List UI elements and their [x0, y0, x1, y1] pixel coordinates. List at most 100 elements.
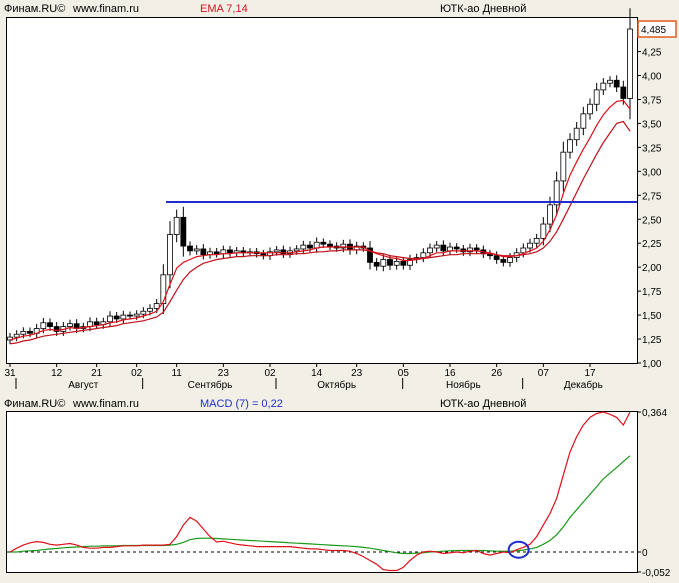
macd-y-tick-label: 0,364: [642, 408, 667, 419]
candle-body: [560, 151, 567, 182]
candle-body: [13, 333, 20, 338]
price-y-tick-label: 3,50: [642, 119, 662, 130]
x-day-label: 05: [398, 368, 410, 379]
candle-body: [227, 249, 233, 254]
candle-body: [507, 257, 513, 263]
candle-body: [493, 255, 500, 260]
candle-body: [273, 249, 280, 253]
candle-body: [567, 139, 573, 153]
candle-body: [20, 330, 27, 335]
candle-body: [107, 315, 113, 323]
macd-y-tick-label: 0: [642, 548, 648, 559]
x-day-label: 14: [311, 368, 323, 379]
candle-body: [27, 330, 33, 334]
last-price-badge: [637, 20, 677, 38]
price-source-label: Финам.RU©: [4, 3, 66, 15]
macd-y-tick-label: -0,052: [642, 568, 671, 579]
price-chart-panel: [6, 17, 638, 364]
candle-body: [500, 259, 507, 263]
candle-body: [473, 247, 480, 251]
x-day-label: 17: [584, 368, 596, 379]
candle-body: [160, 274, 167, 304]
price-site-label: www.finam.ru: [73, 3, 140, 15]
x-month-label: Октябрь: [317, 379, 356, 391]
last-price-label: 4,485: [641, 25, 666, 36]
candle-body: [93, 321, 100, 326]
candle-body: [153, 303, 160, 309]
x-day-label: 26: [491, 368, 503, 379]
x-day-label: 23: [218, 368, 230, 379]
candle-body: [200, 248, 207, 256]
candle-body: [187, 245, 193, 252]
price-y-tick-label: 1,75: [642, 287, 662, 298]
candle-body: [427, 247, 433, 254]
x-month-label: Ноябрь: [446, 379, 481, 391]
candle-body: [620, 86, 627, 99]
x-month-label: Сентябрь: [188, 379, 233, 391]
x-day-label: 07: [538, 368, 550, 379]
x-month-label: Август: [68, 380, 99, 391]
price-y-tick-label: 1,25: [642, 335, 662, 346]
candle-body: [47, 322, 53, 327]
candle-body: [573, 127, 580, 141]
candle-body: [53, 326, 60, 332]
candle-body: [293, 248, 300, 252]
candle-body: [453, 246, 460, 250]
candle-body: [433, 244, 440, 249]
candle-body: [67, 323, 73, 327]
candle-body: [587, 103, 593, 115]
macd-site-label: www.finam.ru: [73, 398, 140, 410]
x-day-label: 31: [4, 368, 16, 379]
price-y-tick-label: 3,00: [642, 167, 662, 178]
x-day-label: 21: [91, 368, 103, 379]
candle-body: [193, 248, 200, 252]
candle-body: [180, 216, 187, 247]
ema-fast-line: [9, 99, 631, 341]
candle-body: [127, 314, 133, 317]
ema-slow-line: [9, 120, 631, 345]
candle-body: [400, 261, 407, 266]
x-day-label: 23: [351, 368, 363, 379]
price-y-tick-label: 1,50: [642, 311, 662, 322]
candle-body: [213, 251, 220, 255]
crossover-highlight-circle: [507, 540, 530, 559]
x-day-label: 11: [171, 368, 182, 379]
macd-source-label: Финам.RU©: [4, 398, 66, 410]
candle-body: [440, 244, 447, 252]
candle-body: [113, 315, 120, 320]
candle-body: [547, 204, 553, 225]
candle-body: [407, 259, 413, 266]
candle-body: [367, 247, 373, 263]
candle-body: [540, 223, 547, 239]
price-y-tick-label: 3,25: [642, 143, 662, 154]
candle-body: [553, 180, 560, 206]
candle-body: [173, 216, 180, 235]
price-y-tick-label: 4,25: [642, 48, 662, 59]
x-day-label: 12: [51, 368, 63, 379]
x-day-label: 02: [131, 368, 143, 379]
candle-body: [527, 242, 533, 249]
macd-signal-line: [10, 455, 631, 555]
candle-body: [167, 234, 173, 276]
macd-instrument-label: ЮТК-ао Дневной: [440, 398, 527, 410]
candle-body: [580, 113, 587, 129]
candle-body: [420, 252, 427, 258]
price-y-tick-label: 3,75: [642, 95, 662, 106]
candle-body: [520, 247, 527, 254]
candle-body: [593, 89, 600, 105]
candle-body: [393, 261, 400, 266]
candle-body: [627, 28, 633, 99]
candle-body: [320, 241, 327, 245]
candle-body: [600, 82, 607, 91]
price-y-tick-label: 2,75: [642, 191, 662, 202]
candle-body: [307, 244, 313, 249]
price-y-tick-label: 1,00: [642, 359, 662, 370]
x-day-label: 16: [444, 368, 456, 379]
candles-group: [7, 8, 633, 345]
candle-body: [300, 244, 307, 250]
price-y-tick-label: 2,25: [642, 239, 662, 250]
candle-body: [327, 243, 333, 247]
candle-body: [120, 314, 127, 320]
candle-body: [613, 79, 620, 88]
